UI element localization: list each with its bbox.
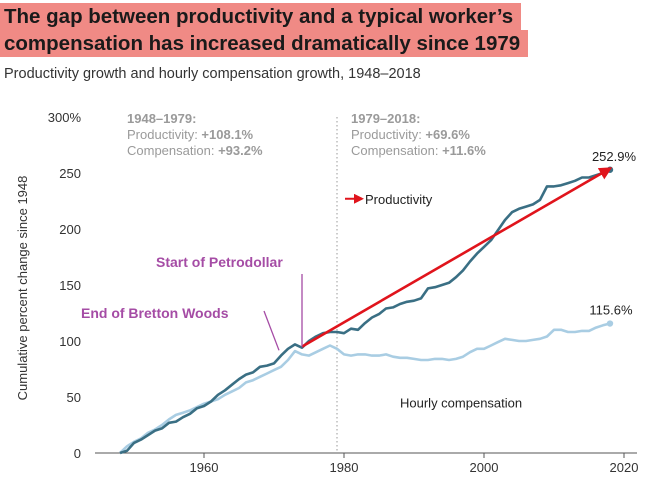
chart-subtitle: Productivity growth and hourly compensat…	[4, 66, 421, 82]
productivity-line	[119, 168, 611, 455]
period-heading: 1948–1979:	[127, 111, 196, 126]
period-productivity-stat: Productivity: +108.1%	[127, 127, 254, 142]
productivity-end-label: 252.9%	[592, 149, 637, 164]
y-tick-label: 200	[59, 222, 81, 237]
period-compensation-stat: Compensation: +11.6%	[351, 143, 486, 158]
x-tick-label: 2020	[610, 460, 639, 475]
y-tick-label: 150	[59, 278, 81, 293]
title-line-2: compensation has increased dramatically …	[0, 30, 529, 57]
y-tick-label: 50	[67, 390, 81, 405]
period-productivity-stat: Productivity: +69.6%	[351, 127, 470, 142]
y-axis-title: Cumulative percent change since 1948	[15, 176, 30, 401]
bretton-woods-annotation: End of Bretton Woods	[81, 305, 229, 321]
title-line-1: The gap between productivity and a typic…	[0, 3, 522, 30]
trend-arrow	[301, 167, 613, 348]
x-tick-label: 1960	[190, 460, 219, 475]
y-tick-label: 0	[74, 446, 81, 461]
petrodollar-annotation: Start of Petrodollar	[156, 254, 283, 270]
productivity-series-label: Productivity	[365, 192, 433, 207]
compensation-line	[119, 322, 611, 454]
compensation-end-label: 115.6%	[589, 303, 633, 318]
period-compensation-stat: Compensation: +93.2%	[127, 143, 263, 158]
compensation-end-dot	[606, 320, 614, 327]
y-tick-label: 100	[59, 334, 81, 349]
x-tick-label: 2000	[470, 460, 499, 475]
y-tick-label: 250	[59, 166, 81, 181]
period-heading: 1979–2018:	[351, 111, 420, 126]
x-tick-label: 1980	[330, 460, 359, 475]
compensation-series-label: Hourly compensation	[400, 396, 522, 411]
bretton-woods-leader-line	[263, 310, 280, 351]
y-tick-label: 300%	[48, 110, 82, 125]
